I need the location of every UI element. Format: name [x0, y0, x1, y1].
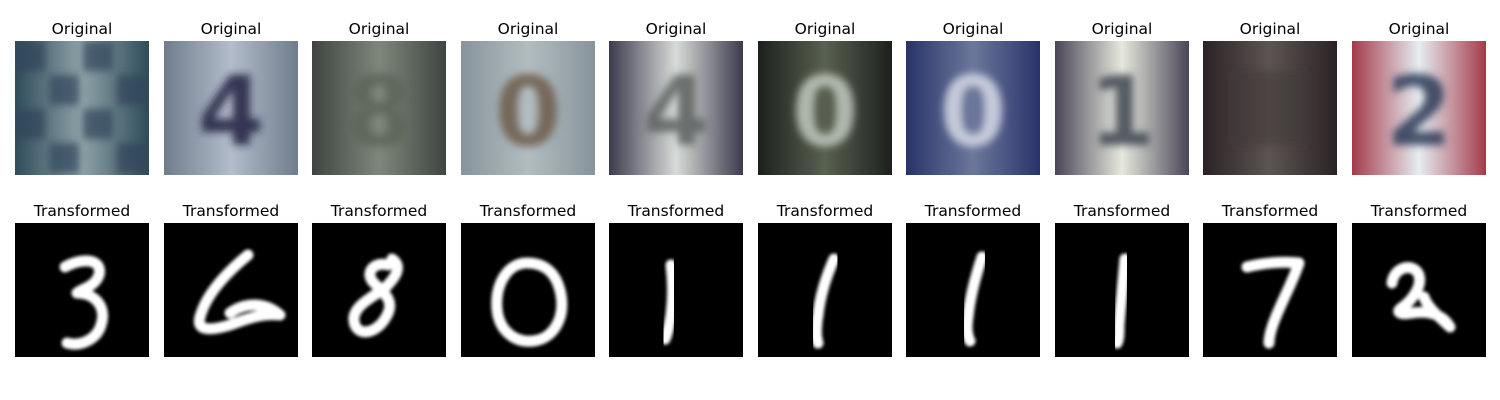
original-image: 4 [164, 41, 298, 175]
transformed-image [1352, 223, 1486, 357]
svg-text:4: 4 [643, 56, 710, 168]
image-background [461, 41, 595, 175]
transformed-title: Transformed [479, 202, 577, 220]
image-background [1055, 41, 1189, 175]
digit-stroke [193, 249, 286, 335]
original-title: Original [200, 20, 262, 38]
transformed-image [312, 223, 446, 357]
digit-stroke [348, 253, 403, 338]
transformed-title: Transformed [330, 202, 428, 220]
original-image [15, 41, 149, 175]
digit-stroke [811, 253, 840, 349]
svg-text:0: 0 [495, 56, 562, 168]
original-title: Original [794, 20, 856, 38]
digit-stroke [961, 251, 988, 347]
digit-stroke [491, 257, 568, 347]
transformed-title: Transformed [33, 202, 131, 220]
original-image: 2 [1352, 41, 1486, 175]
image-background [1352, 41, 1486, 175]
svg-text:8: 8 [346, 56, 413, 168]
transformed-image [1055, 223, 1189, 357]
digit-stroke [1241, 256, 1305, 349]
svg-text:2: 2 [1386, 56, 1453, 168]
original-title: Original [942, 20, 1004, 38]
original-image: 8 [312, 41, 446, 175]
image-background [164, 41, 298, 175]
transformed-title: Transformed [1221, 202, 1319, 220]
digit-stroke [59, 255, 108, 350]
transformed-image [758, 223, 892, 357]
svg-text:1: 1 [1089, 56, 1156, 168]
original-title: Original [1388, 20, 1450, 38]
original-title: Original [1239, 20, 1301, 38]
transformed-image [461, 223, 595, 357]
transformed-title: Transformed [924, 202, 1022, 220]
original-title: Original [497, 20, 559, 38]
original-title: Original [51, 20, 113, 38]
image-background [312, 41, 446, 175]
original-title: Original [1091, 20, 1153, 38]
transformed-image [15, 223, 149, 357]
digit-stroke [659, 259, 678, 345]
digit-stroke [1111, 253, 1131, 349]
image-background [906, 41, 1040, 175]
image-background [164, 223, 298, 357]
transformed-image [906, 223, 1040, 357]
transformed-title: Transformed [1073, 202, 1171, 220]
transformed-title: Transformed [776, 202, 874, 220]
digit-stroke [1386, 262, 1456, 333]
transformed-title: Transformed [627, 202, 725, 220]
svg-text:0: 0 [792, 56, 859, 168]
transformed-image [164, 223, 298, 357]
transformed-title: Transformed [182, 202, 280, 220]
original-title: Original [645, 20, 707, 38]
image-background [609, 41, 743, 175]
transformed-title: Transformed [1370, 202, 1468, 220]
original-image: 1 [1055, 41, 1189, 175]
transformed-image [609, 223, 743, 357]
original-image: 0 [906, 41, 1040, 175]
original-image: 0 [461, 41, 595, 175]
svg-text:0: 0 [940, 56, 1007, 168]
svg-text:4: 4 [198, 56, 265, 168]
original-image [1203, 41, 1337, 175]
original-title: Original [348, 20, 410, 38]
original-image: 0 [758, 41, 892, 175]
transformed-image [1203, 223, 1337, 357]
original-image: 4 [609, 41, 743, 175]
image-background [461, 223, 595, 357]
image-background [758, 41, 892, 175]
